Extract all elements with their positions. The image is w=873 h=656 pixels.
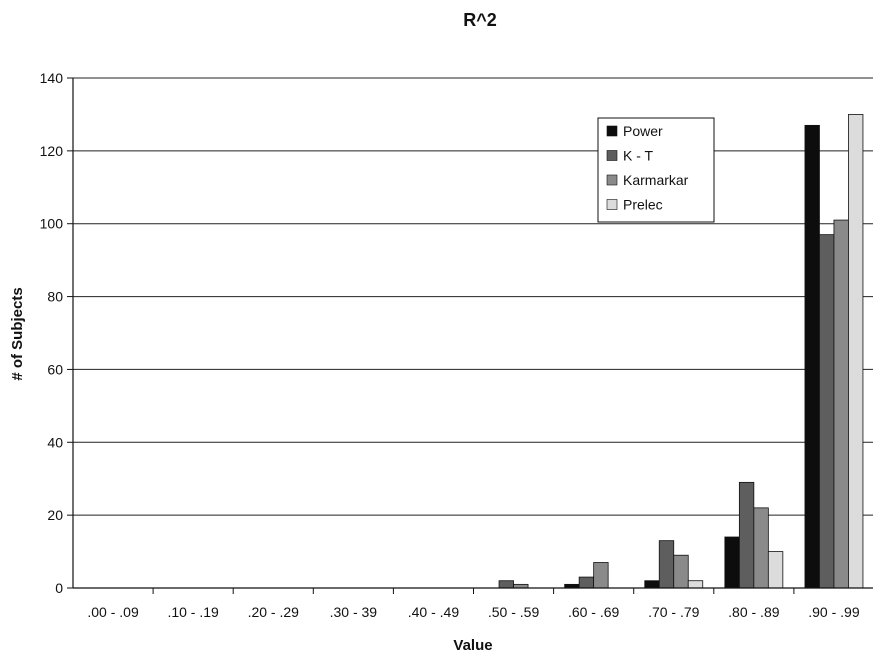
x-tick-label: .00 - .09 (87, 604, 139, 620)
legend-swatch-power (606, 125, 618, 137)
axes (67, 77, 873, 594)
y-tick-label: 80 (47, 289, 63, 305)
legend-swatch-prelec (606, 199, 618, 210)
y-tick-label: 40 (47, 434, 63, 450)
legend-swatch-karmarkar (606, 174, 618, 186)
x-tick-label: .40 - .49 (408, 604, 460, 620)
x-tick-label: .10 - .19 (167, 604, 219, 620)
bar-k-t (578, 576, 595, 589)
x-tick-labels: .00 - .09 .10 - .19 .20 - .29 .30 - 39 .40 -… (87, 604, 859, 620)
y-tick-label: 140 (40, 70, 64, 86)
bar-k-t (819, 234, 835, 589)
y-tick-label: 120 (40, 143, 64, 159)
x-tick-label: .20 - .29 (248, 604, 300, 620)
y-axis-title: # of Subjects (9, 287, 26, 380)
bar-karmarkar (673, 554, 689, 589)
y-tick-labels: 0 20 40 60 80 100 120 140 (40, 70, 64, 596)
x-tick-label: .60 - .69 (568, 604, 620, 620)
legend-swatch-k-t (606, 150, 618, 161)
y-tick-label: 100 (40, 216, 64, 232)
x-tick-label: .30 - 39 (330, 604, 378, 620)
bar-power (724, 536, 740, 589)
bars (498, 114, 864, 589)
legend: Power K - T Karmarkar Prelec (597, 117, 715, 223)
gridlines (73, 77, 873, 516)
bar-power (644, 580, 660, 589)
legend-box (597, 117, 715, 223)
y-tick-label: 20 (47, 507, 63, 523)
bar-k-t (498, 580, 514, 589)
x-axis-title: Value (453, 637, 492, 654)
bar-prelec (687, 580, 704, 589)
x-tick-label: .80 - .89 (728, 604, 780, 620)
x-tick-label: .50 - .59 (488, 604, 540, 620)
bar-karmarkar (753, 507, 769, 589)
bar-power (804, 124, 820, 589)
legend-items: Power K - T Karmarkar Prelec (606, 123, 689, 213)
x-tick-label: .70 - .79 (648, 604, 700, 620)
legend-label-power: Power (623, 123, 663, 139)
x-tick-label: .90 - .99 (808, 604, 860, 620)
legend-label-karmarkar: Karmarkar (623, 172, 689, 188)
bar-k-t (658, 540, 675, 589)
bar-prelec (848, 114, 864, 589)
bar-karmarkar (833, 219, 849, 589)
legend-label-k-t: K - T (623, 148, 654, 164)
y-tick-label: 60 (47, 361, 63, 377)
chart-title: R^2 (463, 10, 497, 30)
legend-label-prelec: Prelec (623, 197, 663, 213)
bar-prelec (767, 551, 784, 589)
y-tick-label: 0 (55, 580, 63, 596)
bar-karmarkar (593, 562, 609, 589)
bar-k-t (738, 481, 755, 589)
